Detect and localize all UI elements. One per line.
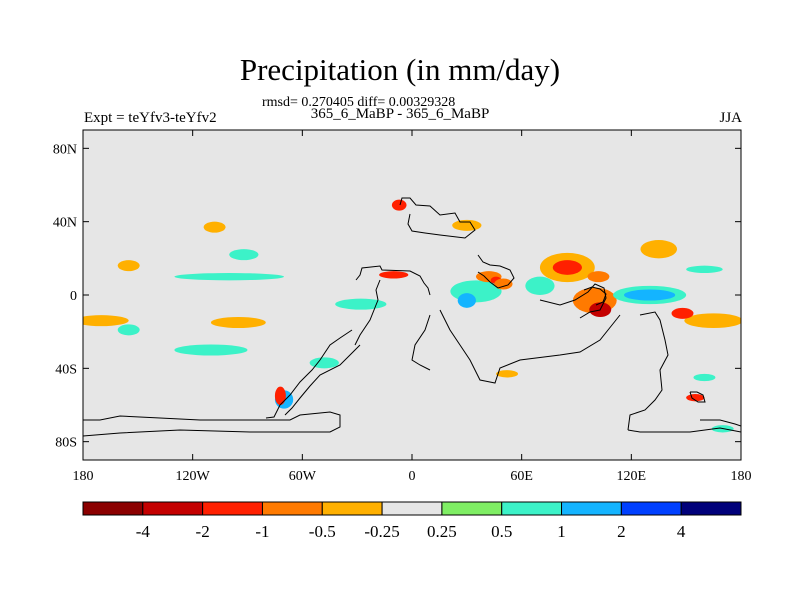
colorbar-swatch	[82, 501, 144, 516]
x-tick-label: 0	[409, 469, 416, 484]
colorbar-label: 4	[677, 522, 686, 541]
coastline-australia	[627, 311, 669, 431]
colorbar-label: 0.5	[491, 522, 512, 541]
rmsd-diff-label: rmsd= 0.270405 diff= 0.00329328	[262, 95, 456, 110]
y-tick-label: 40N	[53, 216, 77, 231]
coastline-southern-africa	[411, 314, 431, 371]
colorbar-label: 0.25	[427, 522, 457, 541]
colorbar-label: 2	[617, 522, 626, 541]
anomaly-patch	[686, 394, 705, 402]
colorbar-swatch	[501, 501, 563, 516]
anomaly-patch	[693, 373, 716, 382]
x-tick-label: 120W	[176, 469, 211, 484]
y-tick-label: 40S	[55, 362, 77, 377]
colorbar-swatch	[202, 501, 263, 516]
y-tick-label: 80N	[53, 142, 77, 157]
colorbar-swatch	[261, 501, 323, 516]
anomaly-patch	[174, 273, 285, 281]
y-tick-label: 0	[70, 289, 77, 304]
experiment-label: Expt = teYfv3-teYfv2	[84, 110, 217, 126]
coastline-south-america-east	[284, 344, 361, 416]
y-axis: 80N 40N 0 40S 80S	[53, 142, 741, 451]
chart-title: Precipitation (in mm/day)	[239, 52, 561, 87]
colorbar-label: -0.25	[364, 522, 399, 541]
coastlines	[83, 197, 741, 437]
anomaly-patch	[229, 249, 259, 261]
colorbar-swatch	[321, 501, 383, 516]
x-tick-label: 180	[731, 469, 752, 484]
coastline-south-america	[265, 329, 353, 419]
colorbar-label: -0.5	[309, 522, 336, 541]
anomaly-patch	[83, 315, 129, 327]
anomaly-patch	[494, 278, 513, 290]
coastline-antarctica-east	[627, 427, 741, 433]
anomaly-patch	[274, 386, 286, 406]
anomaly-patch	[525, 276, 555, 296]
anomaly-patch	[624, 289, 676, 301]
anomaly-patch	[309, 357, 339, 369]
coastline-southeast-asia	[583, 286, 607, 306]
anomaly-patch	[457, 293, 476, 308]
anomaly-patch	[203, 221, 226, 233]
anomaly-patch	[391, 199, 407, 211]
coastline-antarctica	[83, 411, 341, 437]
season-label: JJA	[719, 110, 742, 126]
colorbar-swatch	[441, 501, 503, 516]
colorbar-swatch	[142, 501, 204, 516]
coastline-arctic-europe	[399, 197, 476, 239]
colorbar-swatch	[561, 501, 622, 516]
anomaly-patch	[452, 219, 482, 231]
x-tick-label: 180	[73, 469, 94, 484]
coastline-indonesia	[689, 391, 706, 403]
y-tick-label: 80S	[55, 436, 77, 451]
coastline-north-africa	[355, 265, 431, 296]
colorbar-label: -1	[255, 522, 269, 541]
anomaly-patch	[174, 344, 248, 356]
colorbar-swatch	[680, 501, 742, 516]
anomaly-patch	[117, 324, 140, 336]
x-axis: 180 120W 60W 0 60E 120E 180	[73, 130, 752, 484]
anomaly-patch	[640, 240, 678, 259]
anomaly-patch	[335, 298, 387, 310]
anomaly-patch	[671, 307, 694, 319]
coastline-east-asia	[539, 283, 607, 319]
case-name-label: 365_6_MaBP - 365_6_MaBP	[310, 106, 490, 122]
colorbar-swatch	[620, 501, 682, 516]
coastline-new-zealand	[700, 419, 741, 427]
colorbar-label: 1	[557, 522, 566, 541]
anomaly-fills	[83, 199, 741, 433]
colorbar-swatch	[381, 501, 443, 516]
anomaly-patch	[210, 317, 266, 328]
anomaly-patch	[552, 260, 582, 275]
anomaly-patch	[379, 271, 409, 279]
colorbar: -4 -2 -1 -0.5 -0.25 0.25 0.5 1 2 4	[82, 501, 742, 541]
anomaly-patch	[587, 271, 610, 283]
anomaly-patch	[686, 265, 723, 274]
colorbar-label: -4	[136, 522, 151, 541]
anomaly-patch	[117, 260, 140, 272]
x-tick-label: 60W	[289, 469, 317, 484]
anomaly-patch	[684, 313, 741, 328]
coastline-africa-west	[354, 279, 381, 346]
coastline-arabia	[477, 254, 515, 289]
x-tick-label: 60E	[510, 469, 533, 484]
colorbar-label: -2	[196, 522, 210, 541]
x-tick-label: 120E	[617, 469, 647, 484]
anomaly-patch	[496, 370, 519, 378]
coastline-indian-ocean	[439, 309, 621, 384]
